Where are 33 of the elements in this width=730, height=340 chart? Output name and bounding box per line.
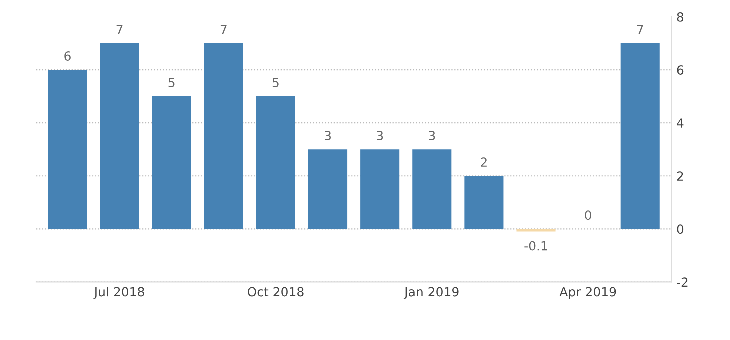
y-tick-label: 0 (677, 224, 684, 234)
data-label: 2 (481, 158, 487, 167)
y-tick-label: 8 (677, 12, 684, 22)
bar (464, 176, 504, 230)
bar (620, 44, 660, 230)
y-tick-label: 2 (677, 172, 684, 181)
bar (204, 44, 244, 230)
bar (412, 150, 452, 230)
bar (308, 150, 348, 230)
bar (516, 229, 556, 232)
y-tick-label: 6 (677, 66, 684, 75)
bar (152, 96, 192, 230)
data-label: 7 (220, 25, 227, 34)
x-tick-label: Apr 2019 (560, 287, 616, 300)
y-tick-label: -2 (677, 278, 688, 287)
data-label: 7 (116, 25, 123, 34)
data-label: 3 (325, 131, 331, 141)
bar (48, 70, 88, 230)
data-label: 5 (168, 78, 175, 88)
x-tick-label: Jan 2019 (404, 287, 459, 300)
data-label: 5 (272, 78, 279, 88)
data-label: 7 (637, 25, 644, 34)
x-tick-label: Oct 2018 (248, 287, 304, 297)
x-tick-label: Jul 2018 (94, 287, 144, 300)
bar (256, 96, 296, 230)
bar (360, 150, 400, 230)
data-label: -0.1 (524, 241, 548, 251)
data-label: 3 (377, 131, 384, 141)
data-label: 3 (429, 131, 436, 141)
bar (100, 44, 140, 230)
data-label: 6 (64, 52, 71, 61)
data-label: 0 (585, 210, 592, 220)
y-tick-label: 4 (677, 118, 684, 128)
